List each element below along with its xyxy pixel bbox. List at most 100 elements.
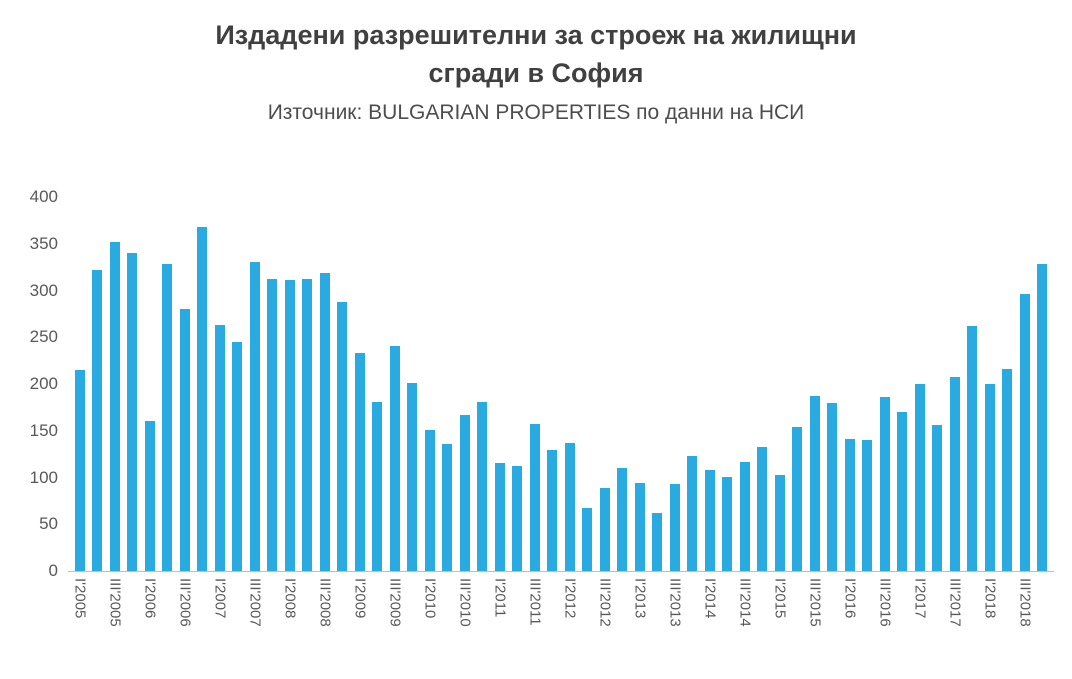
bar-III'2011	[529, 424, 540, 571]
bar-I'2006	[144, 421, 155, 571]
bar-slot: I'2016	[841, 197, 859, 618]
bar-III'2005	[109, 241, 120, 571]
bar-slot: III'2006	[176, 197, 194, 627]
bar-I'2010	[424, 429, 435, 571]
y-axis-tick-label: 100	[29, 467, 58, 487]
bar-I'2015	[774, 474, 785, 571]
bar-slot: I'2017	[911, 197, 929, 618]
bar-slot	[404, 197, 422, 571]
bar-slot	[999, 197, 1017, 571]
x-axis-tick-label: III'2010	[456, 578, 474, 627]
bar-slot	[894, 197, 912, 571]
y-axis-tick-label: 400	[29, 187, 58, 206]
x-axis-tick-label: III'2009	[386, 578, 404, 627]
bar-II'2012	[582, 508, 593, 571]
bar-slot: I'2009	[351, 197, 369, 618]
bar-III'2007	[249, 262, 260, 571]
bar-I'2009	[354, 353, 365, 571]
bar-slot: I'2014	[701, 197, 719, 618]
bar-III'2009	[389, 345, 400, 571]
bar-IV'2011	[547, 450, 558, 571]
bar-II'2013	[652, 513, 663, 571]
chart-subtitle: Източник: BULGARIAN PROPERTIES по данни …	[267, 101, 805, 124]
bar-III'2006	[179, 309, 190, 571]
x-axis-tick-label: III'2008	[316, 578, 334, 627]
x-axis-tick-label: I'2005	[71, 578, 89, 619]
bar-slot	[719, 197, 737, 571]
y-axis-tick-label: 250	[29, 327, 58, 347]
bar-slot	[89, 197, 107, 571]
bar-IV'2012	[617, 468, 628, 571]
bar-slot	[229, 197, 247, 571]
x-axis-tick-label: III'2005	[106, 578, 124, 627]
chart-title-line-1: Издадени разрешителни за строеж на жилищ…	[215, 20, 857, 50]
bars-container: I'2005 III'2005 I'2006 III'2006 I'2007 III'20…	[68, 197, 1054, 627]
chart-title-line-2: сгради в София	[428, 58, 644, 88]
bar-IV'2015	[827, 402, 838, 571]
bar-II'2017	[932, 425, 943, 571]
bar-slot	[439, 197, 457, 571]
bar-IV'2010	[477, 401, 488, 571]
bar-I'2012	[564, 442, 575, 571]
bar-slot: I'2018	[981, 197, 999, 618]
bar-IV'2009	[407, 383, 418, 571]
bar-slot: III'2012	[596, 197, 614, 627]
bar-slot	[614, 197, 632, 571]
y-axis-tick-label: 300	[29, 280, 58, 300]
x-axis-tick-label: III'2016	[876, 578, 894, 627]
bar-slot: I'2012	[561, 197, 579, 618]
bar-slot: I'2008	[281, 197, 299, 618]
bar-slot: III'2017	[946, 197, 964, 627]
bar-slot	[369, 197, 387, 571]
x-axis-tick-label: III'2018	[1016, 578, 1034, 627]
bar-III'2018	[1019, 294, 1030, 571]
bar-slot: III'2010	[456, 197, 474, 627]
chart-header: Издадени разрешителни за строеж на жилищ…	[0, 0, 1072, 125]
x-axis-tick-label: I'2006	[141, 578, 159, 619]
bar-slot	[509, 197, 527, 571]
bar-IV'2017	[967, 326, 978, 571]
bar-I'2016	[844, 439, 855, 571]
plot-area: I'2005 III'2005 I'2006 III'2006 I'2007 III'20…	[68, 197, 1054, 627]
bar-I'2013	[634, 483, 645, 571]
x-axis-tick-label: III'2015	[806, 578, 824, 627]
x-axis-tick-label: III'2012	[596, 578, 614, 627]
bar-slot	[824, 197, 842, 571]
bar-I'2017	[914, 384, 925, 571]
y-axis-tick-label: 200	[29, 374, 58, 393]
bar-slot: I'2011	[491, 197, 509, 617]
bar-III'2013	[669, 484, 680, 571]
bar-III'2014	[739, 461, 750, 571]
bar-II'2006	[162, 264, 173, 571]
bar-slot: I'2006	[141, 197, 159, 618]
y-axis-tick-label: 150	[29, 420, 58, 440]
bar-IV'2013	[687, 456, 698, 571]
bar-slot: III'2018	[1016, 197, 1034, 627]
bar-IV'2005	[127, 253, 138, 571]
bar-slot	[929, 197, 947, 571]
bar-slot	[124, 197, 142, 571]
bar-slot: III'2013	[666, 197, 684, 627]
x-axis-tick-label: I'2011	[491, 578, 509, 618]
bar-II'2007	[232, 341, 243, 571]
bar-slot	[789, 197, 807, 571]
bar-slot	[264, 197, 282, 571]
x-axis-tick-label: I'2010	[421, 578, 439, 619]
x-axis-tick-label: III'2017	[946, 578, 964, 627]
x-axis-tick-label: I'2012	[561, 578, 579, 619]
bar-II'2008	[302, 279, 313, 571]
bar-IV'2008	[337, 301, 348, 571]
x-axis-tick-label: I'2015	[771, 578, 789, 619]
bar-chart: 400 350 300 250 200 150 100 50 0 I'2005 III'2005 I…	[26, 187, 1054, 627]
y-axis: 400 350 300 250 200 150 100 50 0	[26, 187, 68, 580]
bar-I'2011	[494, 463, 505, 571]
x-axis-tick-label: I'2018	[981, 578, 999, 619]
bar-slot	[194, 197, 212, 571]
bar-II'2011	[512, 466, 523, 571]
y-axis-tick-label: 350	[29, 233, 58, 253]
bar-IV'2006	[197, 226, 208, 571]
x-axis-tick-label: I'2014	[701, 578, 719, 619]
x-axis-tick-label: III'2013	[666, 578, 684, 627]
x-axis-tick-label: III'2007	[246, 578, 264, 627]
